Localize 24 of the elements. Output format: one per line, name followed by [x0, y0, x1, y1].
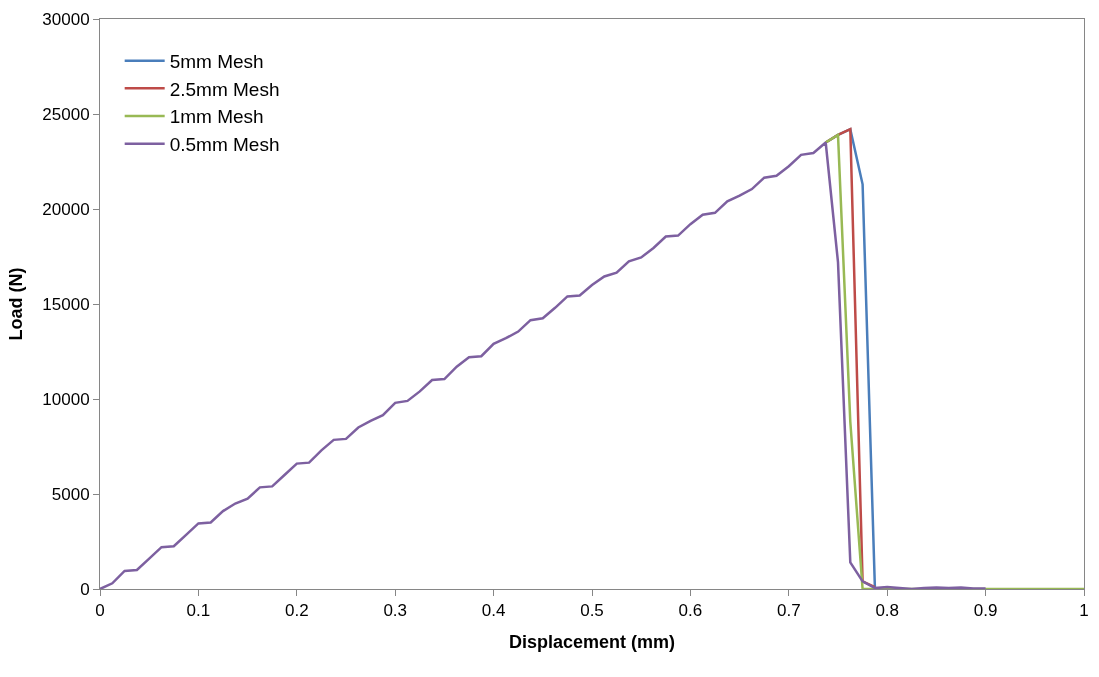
- x-tick-label: 0.4: [481, 601, 506, 621]
- x-tick-label: 0.2: [284, 601, 309, 621]
- x-tick-label: 0.8: [875, 601, 900, 621]
- y-tick-label: 25000: [42, 104, 90, 124]
- y-axis-title: Load (N): [5, 267, 26, 341]
- y-tick-label: 15000: [42, 294, 90, 314]
- legend-label: 1mm Mesh: [169, 106, 264, 128]
- x-tick-label: 1: [1079, 601, 1089, 621]
- legend-label: 0.5mm Mesh: [169, 134, 280, 156]
- x-tick-label: 0.3: [383, 601, 408, 621]
- x-tick-label: 0.1: [186, 601, 211, 621]
- x-tick-label: 0.7: [776, 601, 801, 621]
- x-axis-title: Displacement (mm): [508, 631, 676, 652]
- y-tick-label: 10000: [42, 389, 90, 409]
- legend-label: 2.5mm Mesh: [169, 78, 280, 100]
- x-tick-label: 0.6: [678, 601, 703, 621]
- y-tick-label: 0: [80, 579, 90, 599]
- x-tick-label: 0.5: [580, 601, 604, 621]
- legend-label: 5mm Mesh: [169, 51, 264, 73]
- x-tick-label: 0.9: [973, 601, 998, 621]
- y-tick-label: 30000: [42, 9, 90, 29]
- y-tick-label: 5000: [51, 484, 90, 504]
- x-tick-label: 0: [95, 601, 105, 621]
- y-tick-label: 20000: [42, 199, 90, 219]
